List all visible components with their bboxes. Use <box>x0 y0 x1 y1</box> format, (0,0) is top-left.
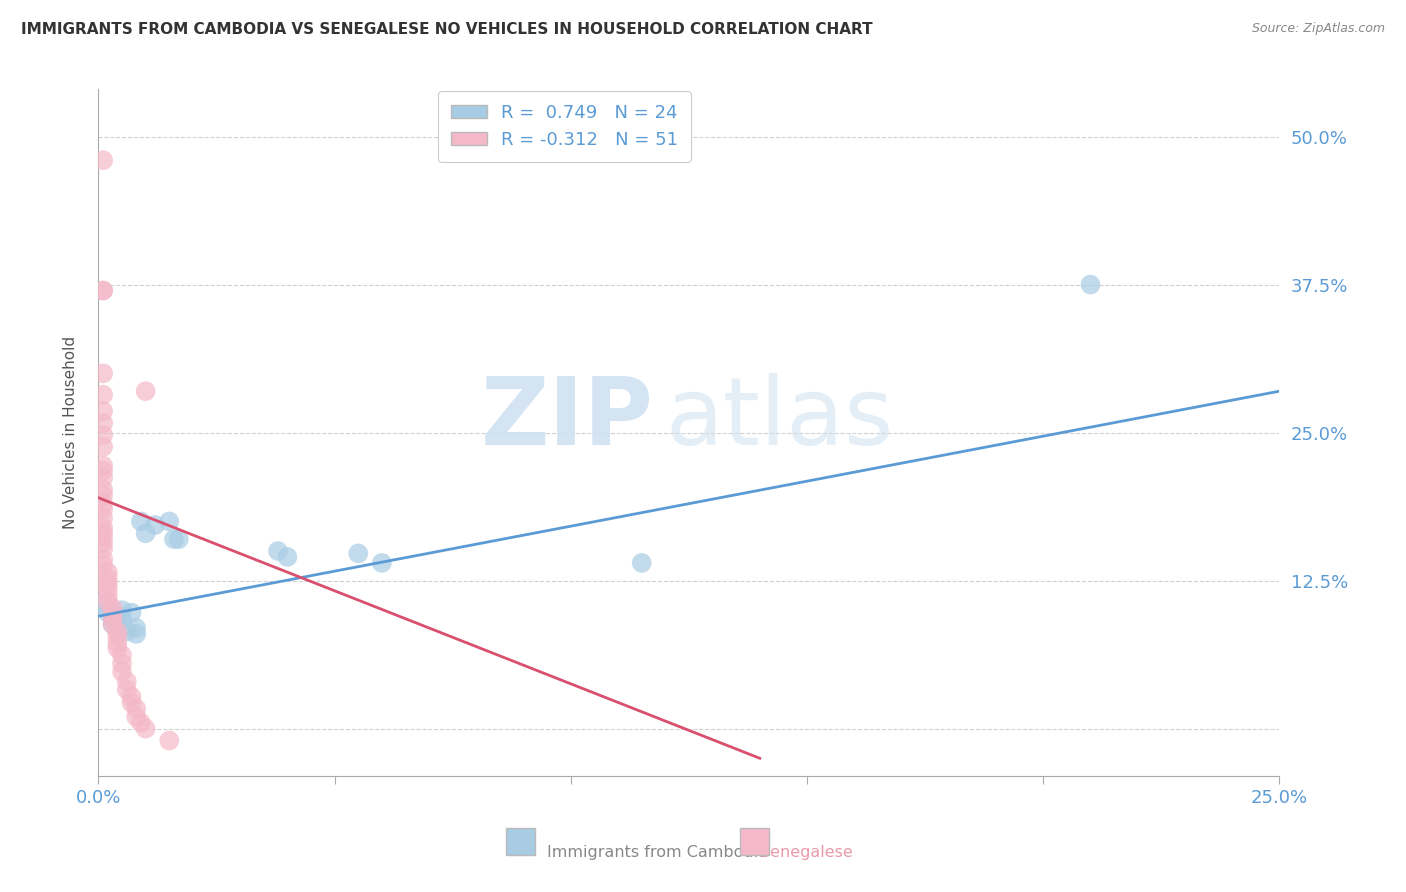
Point <box>91 558 114 573</box>
Point <box>125 710 148 724</box>
Point <box>1080 277 1102 292</box>
Text: atlas: atlas <box>665 373 894 465</box>
Point <box>101 611 124 625</box>
Point <box>115 624 138 639</box>
Point <box>101 600 124 615</box>
Point <box>97 571 120 585</box>
Legend: R =  0.749   N = 24, R = -0.312   N = 51: R = 0.749 N = 24, R = -0.312 N = 51 <box>439 91 690 161</box>
Point <box>91 458 114 473</box>
Point <box>91 367 114 381</box>
Point <box>121 606 143 620</box>
Point <box>91 404 114 418</box>
Text: IMMIGRANTS FROM CAMBODIA VS SENEGALESE NO VEHICLES IN HOUSEHOLD CORRELATION CHAR: IMMIGRANTS FROM CAMBODIA VS SENEGALESE N… <box>21 22 873 37</box>
Point <box>91 428 114 442</box>
Point <box>135 722 157 736</box>
Point <box>167 532 190 546</box>
Point <box>125 621 148 635</box>
Point <box>91 530 114 544</box>
Point <box>91 511 114 525</box>
Point <box>97 577 120 591</box>
Point <box>105 609 128 624</box>
Point <box>91 416 114 430</box>
Point <box>97 589 120 603</box>
Point <box>91 440 114 454</box>
Point <box>105 641 128 656</box>
Point <box>101 607 124 621</box>
Point <box>91 502 114 516</box>
Point <box>91 525 114 540</box>
Point <box>143 518 166 533</box>
Point <box>91 470 114 484</box>
Point <box>115 682 138 697</box>
Point <box>111 648 134 663</box>
Point <box>267 544 290 558</box>
Point <box>371 556 394 570</box>
Point <box>91 541 114 556</box>
Point <box>630 556 652 570</box>
Point <box>276 549 298 564</box>
Point <box>91 483 114 497</box>
Point <box>91 552 114 566</box>
Point <box>101 617 124 632</box>
Point <box>97 606 120 620</box>
Point <box>91 284 114 298</box>
Point <box>135 384 157 399</box>
Point <box>105 624 128 639</box>
Point <box>125 627 148 641</box>
Point <box>115 674 138 689</box>
Point <box>97 566 120 580</box>
Point <box>157 733 180 747</box>
Point <box>91 598 114 612</box>
Point <box>91 497 114 511</box>
Point <box>101 617 124 632</box>
Point <box>91 535 114 549</box>
Point <box>91 284 114 298</box>
Point <box>97 595 120 609</box>
Point <box>105 636 128 650</box>
Point <box>111 665 134 679</box>
Point <box>91 488 114 502</box>
Text: Immigrants from Cambodia: Immigrants from Cambodia <box>547 845 768 860</box>
Point <box>97 582 120 596</box>
Point <box>105 617 128 632</box>
Point <box>129 715 152 730</box>
Point <box>125 701 148 715</box>
Point <box>91 463 114 477</box>
Point <box>91 388 114 402</box>
Point <box>157 515 180 529</box>
Y-axis label: No Vehicles in Household: No Vehicles in Household <box>63 336 77 529</box>
Point <box>129 515 152 529</box>
FancyBboxPatch shape <box>740 828 769 855</box>
FancyBboxPatch shape <box>506 828 536 855</box>
Point <box>121 690 143 704</box>
Point <box>121 696 143 710</box>
Point <box>91 153 114 168</box>
Point <box>91 520 114 534</box>
Point <box>111 657 134 671</box>
Point <box>347 546 370 560</box>
Point <box>111 613 134 627</box>
Point <box>105 629 128 643</box>
Text: Senegalese: Senegalese <box>759 845 852 860</box>
Point <box>135 526 157 541</box>
Point <box>111 603 134 617</box>
Text: Source: ZipAtlas.com: Source: ZipAtlas.com <box>1251 22 1385 36</box>
Point <box>163 532 186 546</box>
Text: ZIP: ZIP <box>481 373 654 465</box>
Point <box>101 613 124 627</box>
